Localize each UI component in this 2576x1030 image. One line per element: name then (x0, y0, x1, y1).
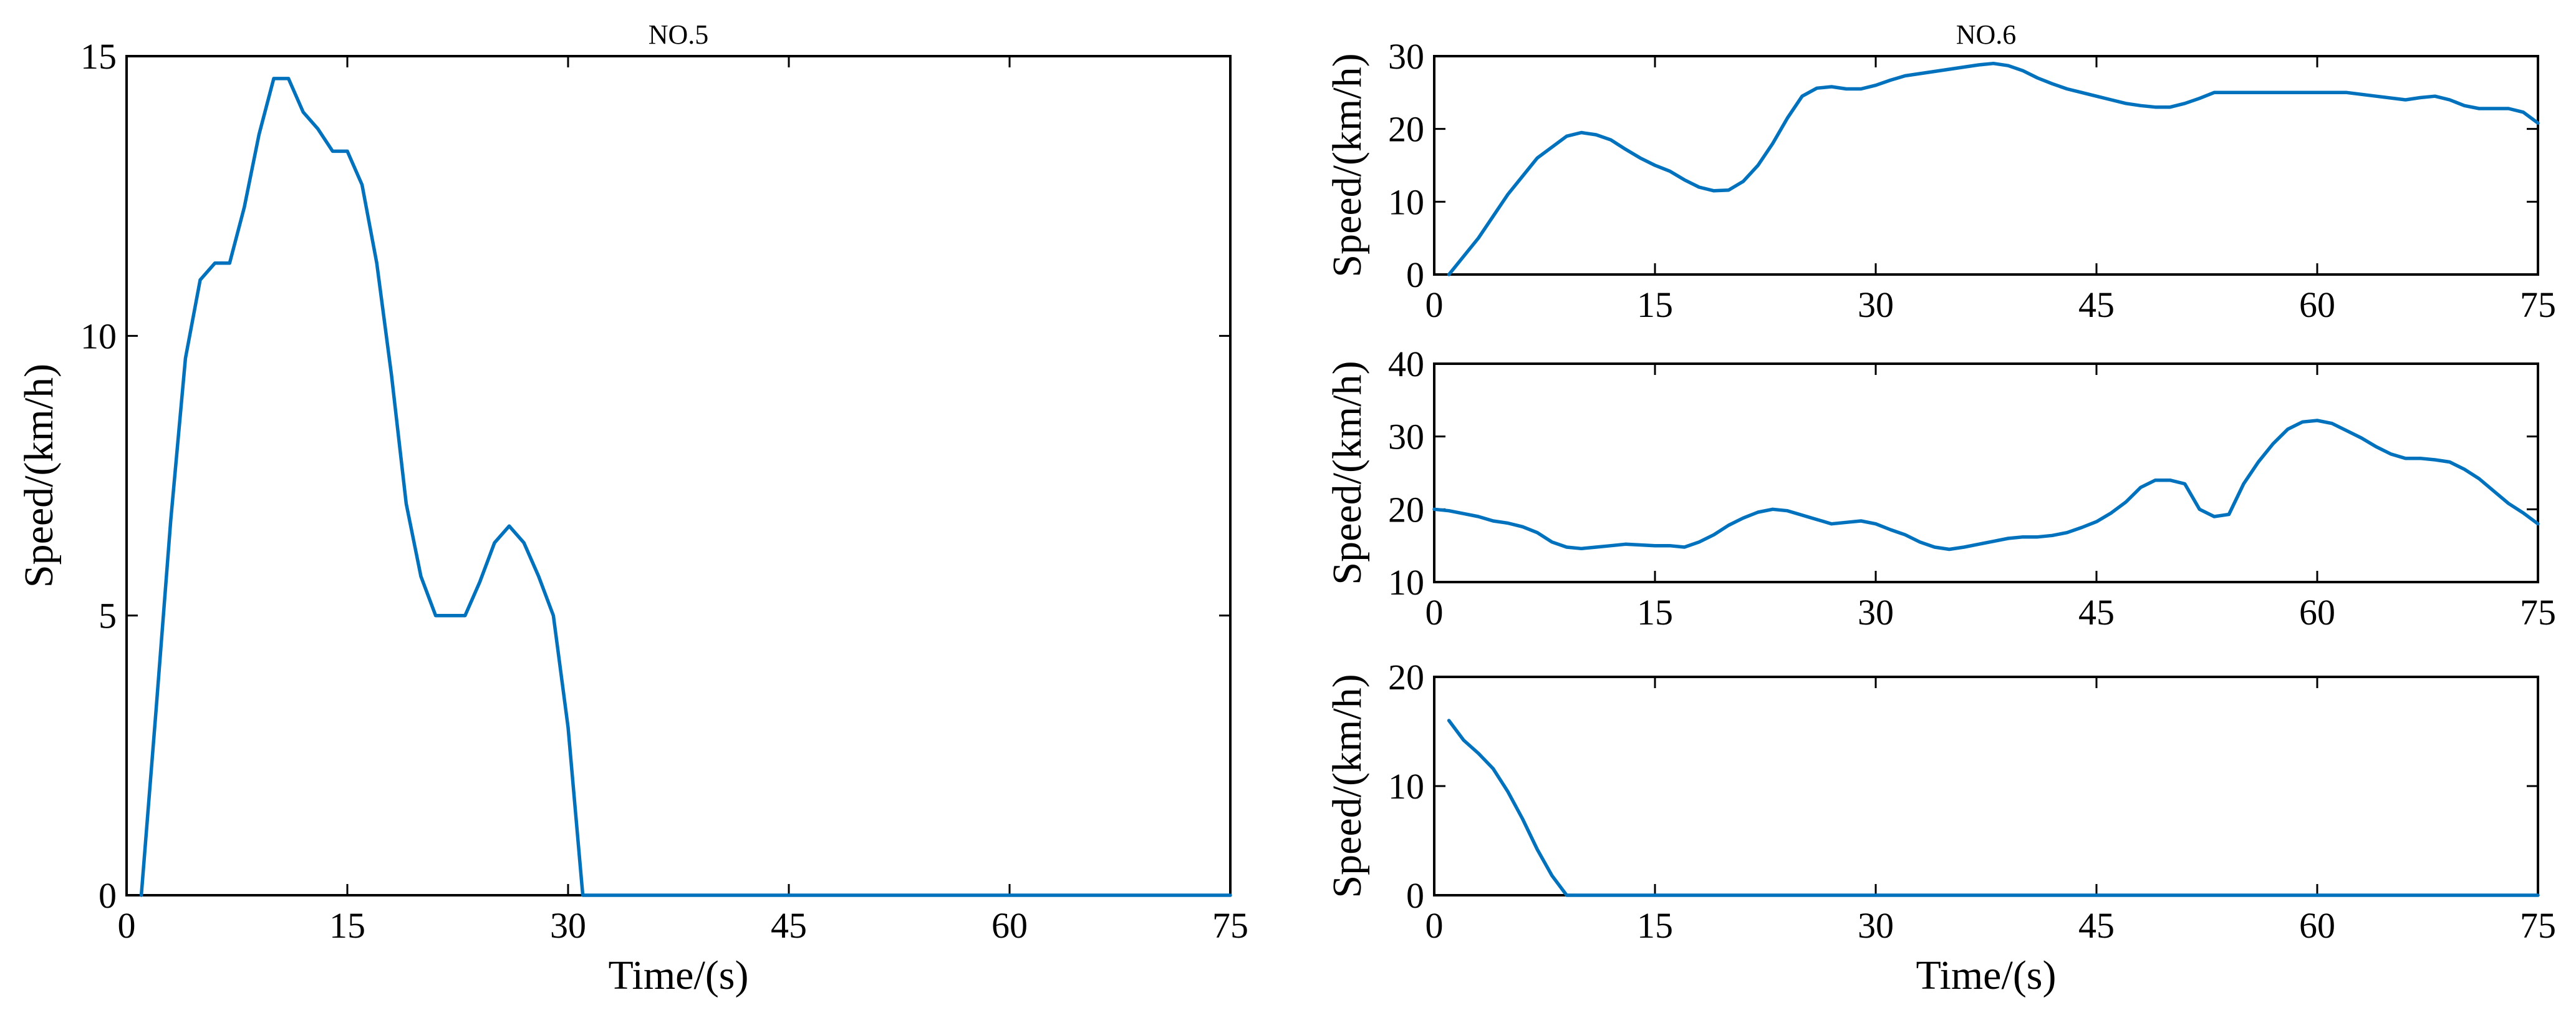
x-tick-label: 60 (2299, 905, 2335, 946)
series-line (139, 77, 1232, 897)
series-line (1447, 61, 2540, 276)
x-tick-label: 15 (1637, 592, 1673, 633)
x-tick-label: 45 (2078, 592, 2115, 633)
plot-area (1433, 55, 2539, 276)
y-axis-label: Speed/(km/h) (16, 364, 62, 588)
x-tick-label: 15 (329, 905, 365, 946)
x-tick-label: 60 (991, 905, 1028, 946)
x-tick-label: 0 (1425, 284, 1444, 325)
x-tick-label: 75 (1212, 905, 1248, 946)
chart-title: NO.5 (649, 19, 709, 50)
y-tick-label: 0 (99, 875, 117, 916)
y-tick-label: 5 (99, 596, 117, 636)
series-line (1447, 719, 2540, 897)
x-tick-label: 15 (1637, 905, 1673, 946)
x-tick-label: 0 (1425, 905, 1444, 946)
y-tick-label: 10 (1388, 766, 1424, 807)
y-tick-label: 15 (80, 36, 117, 77)
x-tick-label: 60 (2299, 284, 2335, 325)
x-tick-label: 45 (2078, 905, 2115, 946)
x-tick-label: 60 (2299, 592, 2335, 633)
plot-area (1433, 362, 2539, 583)
y-tick-label: 20 (1388, 489, 1424, 530)
x-tick-label: 45 (771, 905, 807, 946)
chart-2: 0 15 30 45 60 75 0 10 20 30 NO.6 Speed/(km/h) (1324, 19, 2556, 325)
x-tick-label: 0 (1425, 592, 1444, 633)
x-tick-label: 75 (2520, 905, 2556, 946)
x-axis-label: Time/(s) (1916, 953, 2057, 998)
x-tick-label: 30 (550, 905, 586, 946)
y-tick-label: 30 (1388, 417, 1424, 457)
y-tick-label: 10 (80, 316, 117, 356)
plot-area (1433, 676, 2539, 896)
x-tick-label: 45 (2078, 284, 2115, 325)
y-tick-label: 40 (1388, 344, 1424, 384)
x-tick-label: 0 (118, 905, 136, 946)
chart-title: NO.6 (1956, 19, 2017, 50)
x-tick-label: 75 (2520, 284, 2556, 325)
plot-area (125, 55, 1232, 896)
x-tick-label: 30 (1858, 592, 1894, 633)
y-tick-label: 20 (1388, 657, 1424, 697)
x-tick-label: 30 (1858, 905, 1894, 946)
x-tick-label: 15 (1637, 284, 1673, 325)
series-line (1432, 419, 2540, 551)
y-tick-label: 10 (1388, 562, 1424, 603)
chart-3: 0 15 30 45 60 75 10 20 30 40 Speed/(km/h) (1324, 344, 2556, 633)
y-tick-label: 0 (1406, 875, 1424, 916)
y-tick-label: 10 (1388, 182, 1424, 222)
x-tick-label: 75 (2520, 592, 2556, 633)
chart-4: 0 15 30 45 60 75 0 10 20 Time/(s) Speed/(km/h) (1324, 657, 2556, 998)
x-axis-label: Time/(s) (609, 953, 749, 998)
y-axis-label: Speed/(km/h) (1324, 53, 1370, 277)
chart-1: 0 15 30 45 60 75 0 5 10 15 NO.5 Time/(s) Speed/(km/h… (16, 19, 1248, 998)
y-tick-label: 0 (1406, 255, 1424, 295)
x-tick-label: 30 (1858, 284, 1894, 325)
y-tick-label: 20 (1388, 109, 1424, 150)
y-tick-label: 30 (1388, 36, 1424, 77)
y-axis-label: Speed/(km/h) (1324, 674, 1370, 898)
y-axis-label: Speed/(km/h) (1324, 361, 1370, 585)
